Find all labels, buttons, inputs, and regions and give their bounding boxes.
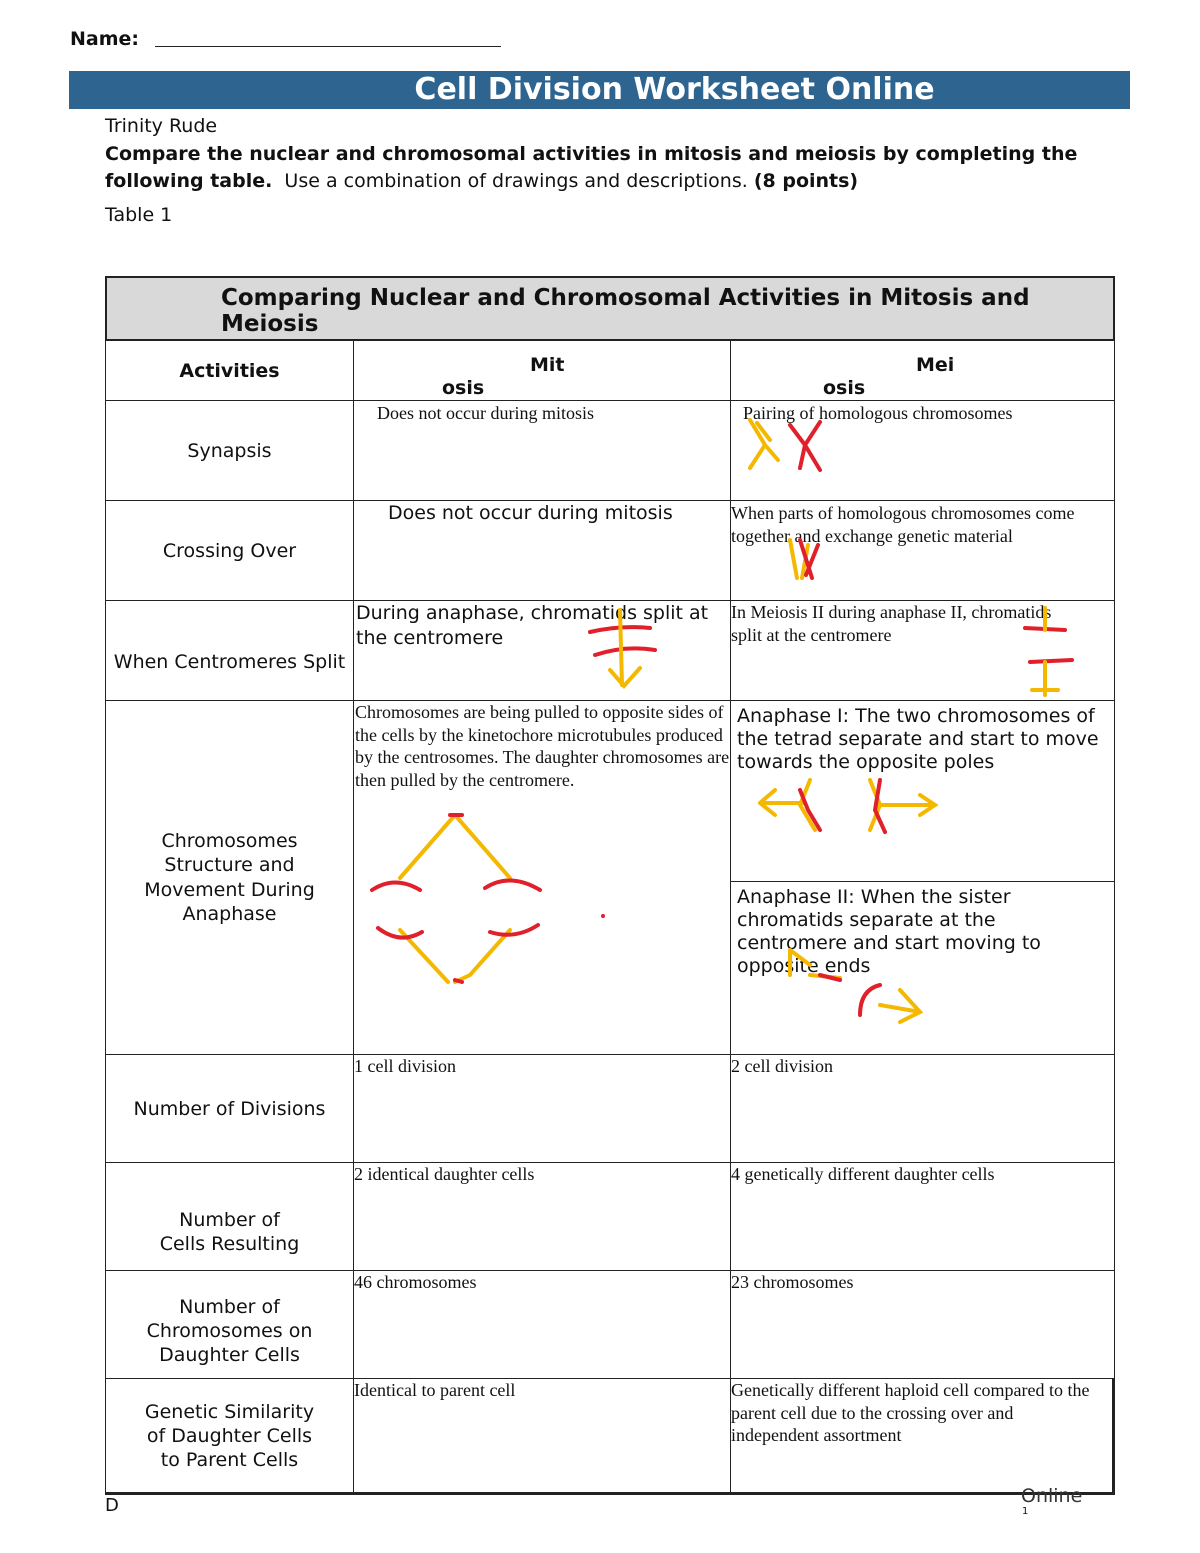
header-activities: Activities xyxy=(105,340,354,401)
name-field[interactable] xyxy=(155,46,501,47)
footer-left: D xyxy=(105,1495,119,1516)
header-meiosis-part2: osis xyxy=(823,377,866,399)
meiosis-centromeres-split: In Meiosis II during anaphase II, chroma… xyxy=(730,600,1115,701)
meiosis-synapsis: Pairing of homologous chromosomes xyxy=(730,400,1115,501)
header-mitosis-part1: Mit xyxy=(530,354,565,376)
footer-right: Online xyxy=(1021,1485,1083,1507)
student-name: Trinity Rude xyxy=(105,115,218,137)
activity-crossing-over: Crossing Over xyxy=(105,500,354,601)
mitosis-crossing-over: Does not occur during mitosis xyxy=(353,500,731,601)
page-number: 1 xyxy=(1022,1506,1029,1514)
meiosis-chromosome-count: 23 chromosomes xyxy=(730,1270,1115,1379)
activity-genetic-similarity: Genetic Similarity of Daughter Cells to … xyxy=(105,1378,354,1495)
worksheet-title: Cell Division Worksheet Online xyxy=(69,71,1130,109)
instruction-plain: Use a combination of drawings and descri… xyxy=(284,170,748,192)
points: (8 points) xyxy=(753,170,859,192)
mitosis-centromeres-split: During anaphase, chromatids split at the… xyxy=(353,600,731,701)
mitosis-synapsis: Does not occur during mitosis xyxy=(353,400,731,501)
mitosis-cells-resulting: 2 identical daughter cells xyxy=(353,1162,731,1271)
meiosis-cells-resulting: 4 genetically different daughter cells xyxy=(730,1162,1115,1271)
meiosis-anaphase-1: Anaphase I: The two chromosomes of the t… xyxy=(730,700,1115,882)
name-label: Name: xyxy=(70,28,140,50)
header-mitosis: Mit osis xyxy=(353,340,731,401)
table-title: Comparing Nuclear and Chromosomal Activi… xyxy=(105,276,1115,341)
meiosis-divisions: 2 cell division xyxy=(730,1054,1115,1163)
header-meiosis: Mei osis xyxy=(730,340,1115,401)
header-mitosis-part2: osis xyxy=(442,377,485,399)
mitosis-divisions: 1 cell division xyxy=(353,1054,731,1163)
activity-anaphase: Chromosomes Structure and Movement Durin… xyxy=(105,700,354,1055)
instructions: Compare the nuclear and chromosomal acti… xyxy=(105,141,1085,195)
mitosis-anaphase: Chromosomes are being pulled to opposite… xyxy=(353,700,731,1055)
activity-synapsis: Synapsis xyxy=(105,400,354,501)
meiosis-crossing-over: When parts of homologous chromosomes com… xyxy=(730,500,1115,601)
activity-centromeres-split: When Centromeres Split xyxy=(105,600,354,701)
activity-divisions: Number of Divisions xyxy=(105,1054,354,1163)
meiosis-genetic-similarity: Genetically different haploid cell compa… xyxy=(730,1378,1115,1495)
table-label: Table 1 xyxy=(105,204,173,226)
activity-chromosome-count: Number of Chromosomes on Daughter Cells xyxy=(105,1270,354,1379)
header-meiosis-part1: Mei xyxy=(916,354,955,376)
instruction-bold: Compare the nuclear and chromosomal acti… xyxy=(105,143,1078,192)
activity-cells-resulting: Number of Cells Resulting xyxy=(105,1162,354,1271)
mitosis-chromosome-count: 46 chromosomes xyxy=(353,1270,731,1379)
meiosis-anaphase-2: Anaphase II: When the sister chromatids … xyxy=(730,881,1115,1055)
mitosis-genetic-similarity: Identical to parent cell xyxy=(353,1378,731,1495)
